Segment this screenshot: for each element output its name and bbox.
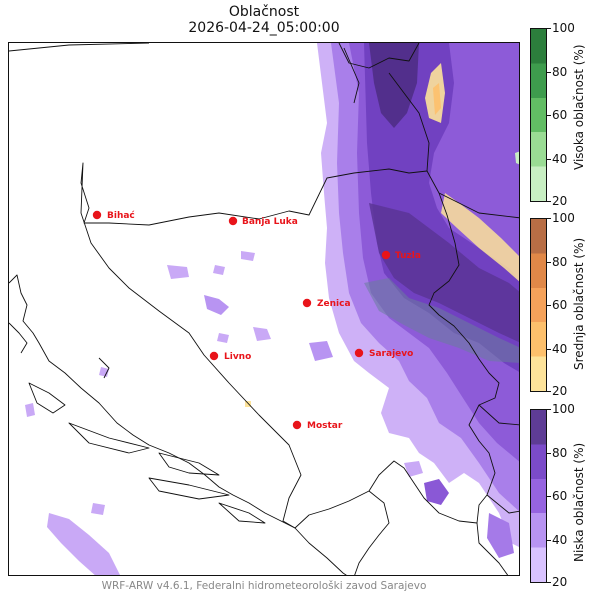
tickmark xyxy=(547,159,551,160)
tickmark xyxy=(547,453,551,454)
map-timestamp: 2026-04-24_05:00:00 xyxy=(188,20,340,36)
tick-label: 40 xyxy=(552,533,568,547)
city-markers: Bihać Banja Luka Tuzla Zenica Sarajevo L… xyxy=(92,210,421,431)
tickmark xyxy=(547,391,551,392)
city-label-sarajevo: Sarajevo xyxy=(369,349,413,359)
tickmark xyxy=(547,305,551,306)
tick-label: 100 xyxy=(552,21,575,35)
tick-label: 100 xyxy=(552,402,575,416)
city-bihac[interactable]: Bihać xyxy=(92,210,136,221)
map-title: Oblačnost xyxy=(228,4,300,20)
tickmark xyxy=(547,28,551,29)
tick-label: 100 xyxy=(552,211,575,225)
city-zenica[interactable]: Zenica xyxy=(302,298,351,309)
tickmark xyxy=(547,540,551,541)
tick-label: 60 xyxy=(552,489,568,503)
city-sarajevo[interactable]: Sarajevo xyxy=(354,348,414,359)
tickmark xyxy=(547,262,551,263)
low-cloud-field xyxy=(25,43,519,575)
city-banja-luka[interactable]: Banja Luka xyxy=(228,216,298,227)
high-cloud-field xyxy=(515,151,519,165)
city-mostar[interactable]: Mostar xyxy=(292,420,343,431)
tick-label: 20 xyxy=(552,194,568,208)
colorbar-low-cloud xyxy=(530,409,547,583)
city-label-tuzla: Tuzla xyxy=(395,251,421,261)
city-tuzla[interactable]: Tuzla xyxy=(381,250,421,261)
boundary-lines xyxy=(9,43,519,575)
tickmark xyxy=(547,115,551,116)
mid-cloud-field xyxy=(245,63,519,407)
tickmark xyxy=(547,218,551,219)
tick-label: 80 xyxy=(552,255,568,269)
city-label-mostar: Mostar xyxy=(307,421,343,431)
tick-label: 60 xyxy=(552,108,568,122)
colorbar-high-cloud xyxy=(530,28,547,202)
tick-label: 40 xyxy=(552,342,568,356)
tick-label: 80 xyxy=(552,65,568,79)
colorbar-label-low-cloud: Niska oblačnost (%) xyxy=(572,442,586,562)
tick-label: 40 xyxy=(552,152,568,166)
model-credit: WRF-ARW v4.6.1, Federalni hidrometeorolo… xyxy=(101,580,427,592)
tick-label: 80 xyxy=(552,446,568,460)
colorbar-label-mid-cloud: Srednja oblačnost (%) xyxy=(572,237,586,370)
tick-label: 20 xyxy=(552,575,568,589)
tickmark xyxy=(547,409,551,410)
tickmark xyxy=(547,349,551,350)
colorbar-label-high-cloud: Visoka oblačnost (%) xyxy=(572,44,586,170)
colorbar-mid-cloud xyxy=(530,218,547,392)
city-label-bihac: Bihać xyxy=(107,210,135,221)
cloud-map: Bihać Banja Luka Tuzla Zenica Sarajevo L… xyxy=(9,43,519,575)
tickmark xyxy=(547,72,551,73)
tick-label: 20 xyxy=(552,384,568,398)
tickmark xyxy=(547,582,551,583)
city-livno[interactable]: Livno xyxy=(209,351,251,362)
city-label-zenica: Zenica xyxy=(317,299,351,309)
tick-label: 60 xyxy=(552,298,568,312)
city-label-livno: Livno xyxy=(224,352,251,362)
tickmark xyxy=(547,496,551,497)
tickmark xyxy=(547,201,551,202)
map-panel[interactable]: Bihać Banja Luka Tuzla Zenica Sarajevo L… xyxy=(8,42,520,576)
city-label-banja-luka: Banja Luka xyxy=(242,217,298,227)
